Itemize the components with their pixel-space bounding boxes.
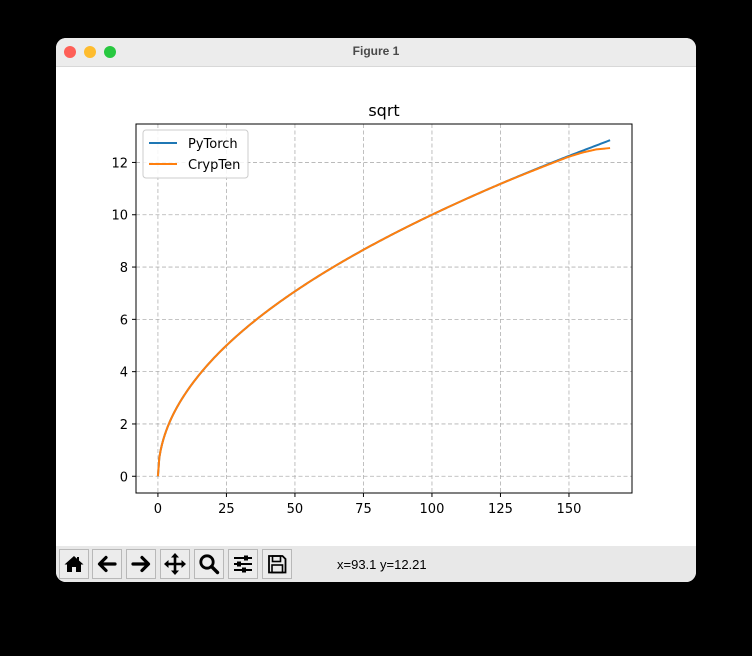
y-tick-label: 8 bbox=[120, 261, 128, 276]
y-tick-label: 12 bbox=[111, 156, 128, 171]
legend-label: PyTorch bbox=[188, 137, 238, 152]
chart-title: sqrt bbox=[368, 101, 399, 120]
series-line-pytorch bbox=[156, 139, 611, 477]
back-button[interactable] bbox=[92, 549, 122, 579]
legend-label: CrypTen bbox=[188, 158, 240, 173]
sliders-icon bbox=[234, 555, 252, 573]
y-tick-label: 6 bbox=[120, 313, 128, 328]
save-button[interactable] bbox=[262, 549, 292, 579]
series-line-crypten bbox=[156, 147, 611, 477]
axes-frame bbox=[135, 123, 633, 494]
arrow-left-icon bbox=[97, 555, 117, 573]
y-tick-label: 2 bbox=[120, 418, 128, 433]
home-button[interactable] bbox=[59, 549, 89, 579]
x-tick-label: 100 bbox=[420, 502, 445, 517]
y-tick-label: 10 bbox=[111, 209, 128, 224]
figure-canvas[interactable]: 0 25 50 75 100 125 150 0 2 4 6 8 10 12 sqrt PyTorch Cryp… bbox=[56, 67, 696, 546]
y-tick-label: 0 bbox=[120, 470, 128, 485]
zoom-button[interactable] bbox=[194, 549, 224, 579]
x-tick-label: 0 bbox=[154, 502, 162, 517]
x-tick-label: 150 bbox=[557, 502, 582, 517]
arrow-right-icon bbox=[131, 555, 151, 573]
navigation-toolbar: x=93.1 y=12.21 bbox=[56, 546, 696, 582]
x-tick-label: 75 bbox=[355, 502, 372, 517]
move-icon bbox=[164, 553, 186, 575]
x-tick-label: 50 bbox=[287, 502, 304, 517]
figure-window: Figure 1 0 25 50 75 100 125 150 0 2 4 6 8 10 12 sqrt Py… bbox=[56, 38, 696, 582]
x-tick-label: 25 bbox=[218, 502, 235, 517]
pan-button[interactable] bbox=[160, 549, 190, 579]
x-tick-label: 125 bbox=[488, 502, 513, 517]
home-icon bbox=[64, 556, 84, 572]
close-button[interactable] bbox=[64, 46, 76, 58]
zoom-window-button[interactable] bbox=[104, 46, 116, 58]
window-title: Figure 1 bbox=[352, 44, 400, 58]
magnifier-icon bbox=[199, 554, 220, 575]
forward-button[interactable] bbox=[126, 549, 156, 579]
minimize-button[interactable] bbox=[84, 46, 96, 58]
configure-subplots-button[interactable] bbox=[228, 549, 258, 579]
chart: 0 25 50 75 100 125 150 0 2 4 6 8 10 12 sqrt PyTorch Cryp… bbox=[111, 101, 633, 517]
floppy-disk-icon bbox=[268, 555, 287, 574]
legend: PyTorch CrypTen bbox=[142, 129, 249, 179]
title-bar[interactable]: Figure 1 bbox=[56, 38, 696, 67]
y-tick-label: 4 bbox=[120, 366, 128, 381]
cursor-coordinates: x=93.1 y=12.21 bbox=[337, 557, 427, 572]
